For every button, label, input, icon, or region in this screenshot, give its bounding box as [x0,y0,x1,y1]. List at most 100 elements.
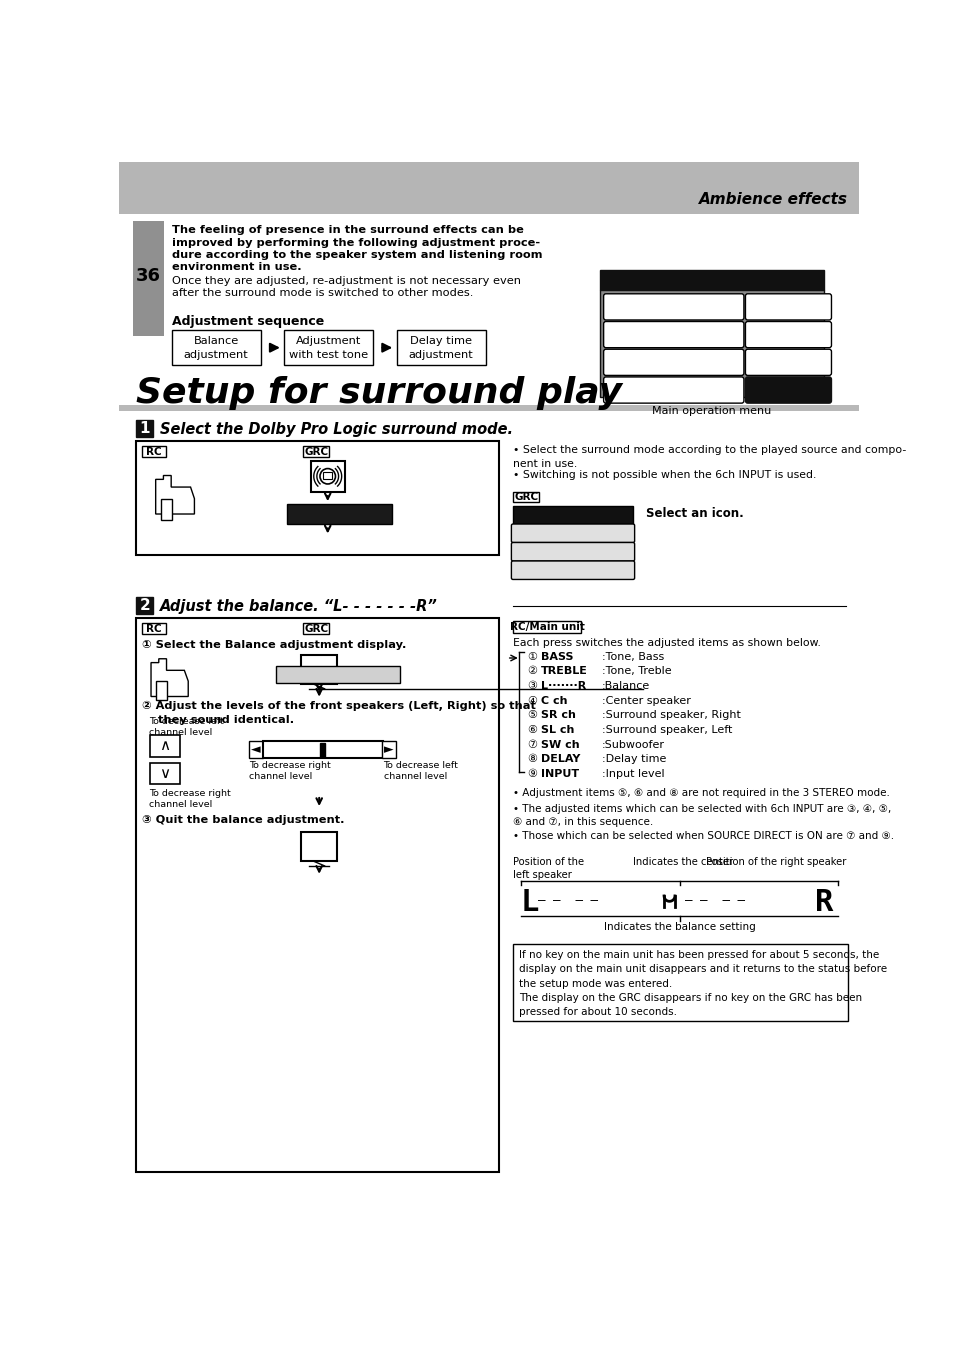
Text: :Surround speaker, Left: :Surround speaker, Left [601,725,732,735]
Text: ① Select the Balance adjustment display.: ① Select the Balance adjustment display. [142,639,406,650]
Bar [396,330,485,365]
Bar [381,742,395,758]
Text: GRC: GRC [304,624,328,634]
Bar [172,330,261,365]
Bar [287,504,392,524]
Bar [301,655,336,684]
Bar [150,735,179,757]
FancyBboxPatch shape [603,377,743,403]
Text: dure according to the speaker system and listening room: dure according to the speaker system and… [172,250,542,259]
Text: Select an icon.: Select an icon. [645,507,743,520]
Bar [303,446,329,457]
Bar [303,623,329,634]
Text: 36: 36 [136,267,161,285]
Text: ⑨: ⑨ [526,769,537,780]
Bar [311,461,344,492]
Bar [136,420,153,436]
Text: ②: ② [526,666,537,677]
Text: ⑧: ⑧ [526,754,537,765]
Text: Ambience effects: Ambience effects [698,192,847,207]
Text: Position of the
left speaker: Position of the left speaker [513,858,583,880]
Text: ③ Quit the balance adjustment.: ③ Quit the balance adjustment. [142,815,345,825]
Text: SW ch: SW ch [540,739,578,750]
FancyBboxPatch shape [603,293,743,320]
Text: To decrease right
channel level: To decrease right channel level [249,761,330,781]
Text: Adjustment
with test tone: Adjustment with test tone [289,335,368,359]
Bar [513,492,538,503]
Text: :Balance: :Balance [601,681,650,692]
Bar [156,681,167,700]
Bar [161,499,172,520]
Bar [262,742,382,758]
Text: Once they are adjusted, re-adjustment is not necessary even: Once they are adjusted, re-adjustment is… [172,276,520,286]
Text: DELAY: DELAY [540,754,579,765]
Text: :Subwoofer: :Subwoofer [601,739,664,750]
Text: GRC: GRC [304,447,328,457]
Text: GRC: GRC [514,492,537,503]
Text: Delay time
adjustment: Delay time adjustment [408,335,473,359]
Text: L·······R: L·······R [540,681,585,692]
Bar [119,405,858,411]
Text: TREBLE: TREBLE [540,666,587,677]
Text: environment in use.: environment in use. [172,262,301,272]
Text: • Adjustment items ⑤, ⑥ and ⑧ are not required in the 3 STEREO mode.: • Adjustment items ⑤, ⑥ and ⑧ are not re… [513,788,889,798]
Circle shape [319,469,335,484]
Text: Position of the right speaker: Position of the right speaker [705,858,845,867]
Text: SR ch: SR ch [540,711,575,720]
Bar [599,270,823,290]
Text: Main operation menu: Main operation menu [652,407,771,416]
Bar [136,597,153,615]
Text: Indicates the balance setting: Indicates the balance setting [603,923,755,932]
Bar [142,623,166,634]
Text: The feeling of presence in the surround effects can be: The feeling of presence in the surround … [172,226,523,235]
Text: 1: 1 [139,422,150,436]
Bar [119,162,858,215]
Polygon shape [155,476,194,513]
Text: RC: RC [146,624,162,634]
Text: Setup for surround play: Setup for surround play [136,376,621,411]
Text: Balance
adjustment: Balance adjustment [184,335,248,359]
Bar [319,743,324,757]
Text: ①: ① [526,651,537,662]
Text: ⑦: ⑦ [526,739,537,750]
Text: Adjust the balance. “L- - - - - - -R”: Adjust the balance. “L- - - - - - -R” [159,598,436,613]
FancyBboxPatch shape [744,349,831,376]
Text: Adjustment sequence: Adjustment sequence [172,315,324,327]
Bar [150,763,179,785]
Bar [513,943,847,1020]
Text: :Center speaker: :Center speaker [601,696,690,705]
Polygon shape [151,659,188,697]
Text: • Those which can be selected when SOURCE DIRECT is ON are ⑦ and ⑨.: • Those which can be selected when SOURC… [513,831,893,842]
Text: SL ch: SL ch [540,725,574,735]
Bar [136,617,498,1173]
Text: :Tone, Treble: :Tone, Treble [601,666,671,677]
Bar [323,473,332,480]
Text: ∧: ∧ [159,738,171,754]
Bar [513,505,633,524]
Text: ◄: ◄ [251,743,260,757]
FancyBboxPatch shape [511,543,634,561]
Text: ③: ③ [526,681,537,692]
Text: ►: ► [384,743,394,757]
Text: after the surround mode is switched to other modes.: after the surround mode is switched to o… [172,288,473,297]
Text: C ch: C ch [540,696,567,705]
FancyBboxPatch shape [603,322,743,347]
FancyBboxPatch shape [511,524,634,543]
Text: ④: ④ [526,696,537,705]
Text: ⑥: ⑥ [526,725,537,735]
Text: INPUT: INPUT [540,769,578,780]
Text: R: R [815,888,833,917]
Text: ⑤: ⑤ [526,711,537,720]
Text: — —  — —: — — — — [537,894,598,908]
Text: • Switching is not possible when the 6ch INPUT is used.: • Switching is not possible when the 6ch… [513,470,816,480]
FancyBboxPatch shape [511,561,634,580]
Text: :Surround speaker, Right: :Surround speaker, Right [601,711,740,720]
FancyBboxPatch shape [744,322,831,347]
Bar [599,290,823,397]
Text: ∨: ∨ [159,766,171,781]
Text: To decrease left
channel level: To decrease left channel level [149,716,223,736]
FancyBboxPatch shape [744,293,831,320]
Bar [133,220,164,336]
Text: To decrease right
channel level: To decrease right channel level [149,789,231,809]
Text: 2: 2 [139,598,150,613]
